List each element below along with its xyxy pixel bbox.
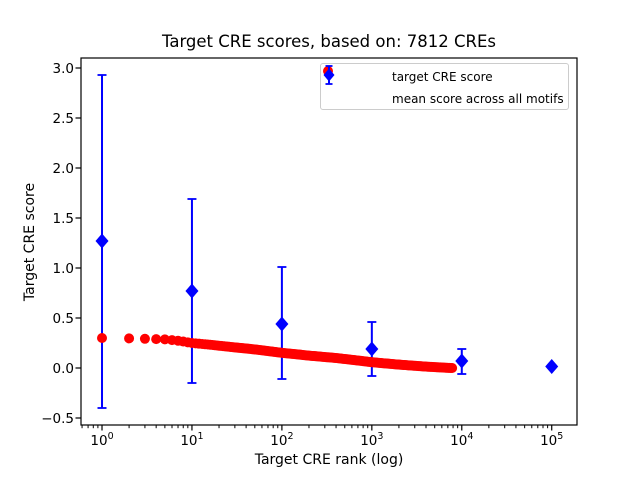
y-tick-label: 0.0 — [53, 361, 74, 377]
x-tick-label: 101 — [180, 431, 203, 449]
series-target-cre-score — [97, 333, 458, 373]
x-tick-label: 102 — [270, 431, 293, 449]
y-axis-tick-labels: −0.5 0.0 0.5 1.0 1.5 2.0 2.5 3.0 — [41, 61, 74, 427]
y-tick-label: 3.0 — [53, 61, 74, 77]
diamond-data-point — [545, 359, 559, 374]
legend-label-target-cre-score: target CRE score — [392, 70, 493, 84]
x-tick-label: 104 — [450, 431, 473, 449]
y-tick-label: −0.5 — [41, 411, 74, 427]
axes-frame — [80, 57, 578, 426]
legend: target CRE score mean score across all m… — [320, 63, 569, 110]
dot-data-point — [124, 333, 135, 344]
series-mean-score — [95, 74, 559, 409]
x-axis-tick-labels: 100 101 102 103 104 105 — [90, 431, 563, 449]
dot-data-point — [97, 333, 108, 343]
dot-data-point — [139, 333, 150, 344]
x-tick-label: 100 — [90, 431, 113, 449]
y-tick-label: 2.0 — [53, 161, 74, 177]
y-tick-label: 1.0 — [53, 261, 74, 277]
x-tick-label: 103 — [360, 431, 383, 449]
y-tick-label: 2.5 — [53, 111, 74, 127]
dot-data-point — [151, 334, 162, 345]
x-axis-ticks — [81, 425, 553, 431]
y-axis-label: Target CRE score — [22, 182, 38, 302]
dot-data-point — [447, 363, 458, 373]
x-axis-label: Target CRE rank (log) — [254, 452, 404, 468]
diamond-data-point — [365, 341, 379, 357]
legend-item-mean-score: mean score across all motifs — [321, 65, 568, 110]
diamond-data-point — [95, 233, 109, 249]
diamond-data-point — [275, 316, 289, 332]
diamond-data-point — [185, 283, 199, 299]
legend-item-target-cre-score: target CRE score — [321, 66, 568, 88]
legend-label-mean-score: mean score across all motifs — [392, 92, 564, 106]
chart-title: Target CRE scores, based on: 7812 CREs — [161, 32, 497, 51]
y-tick-label: 0.5 — [53, 311, 74, 327]
diamond-data-point — [455, 353, 469, 369]
y-tick-label: 1.5 — [53, 211, 74, 227]
y-axis-ticks — [75, 67, 81, 419]
x-tick-label: 105 — [540, 431, 563, 449]
